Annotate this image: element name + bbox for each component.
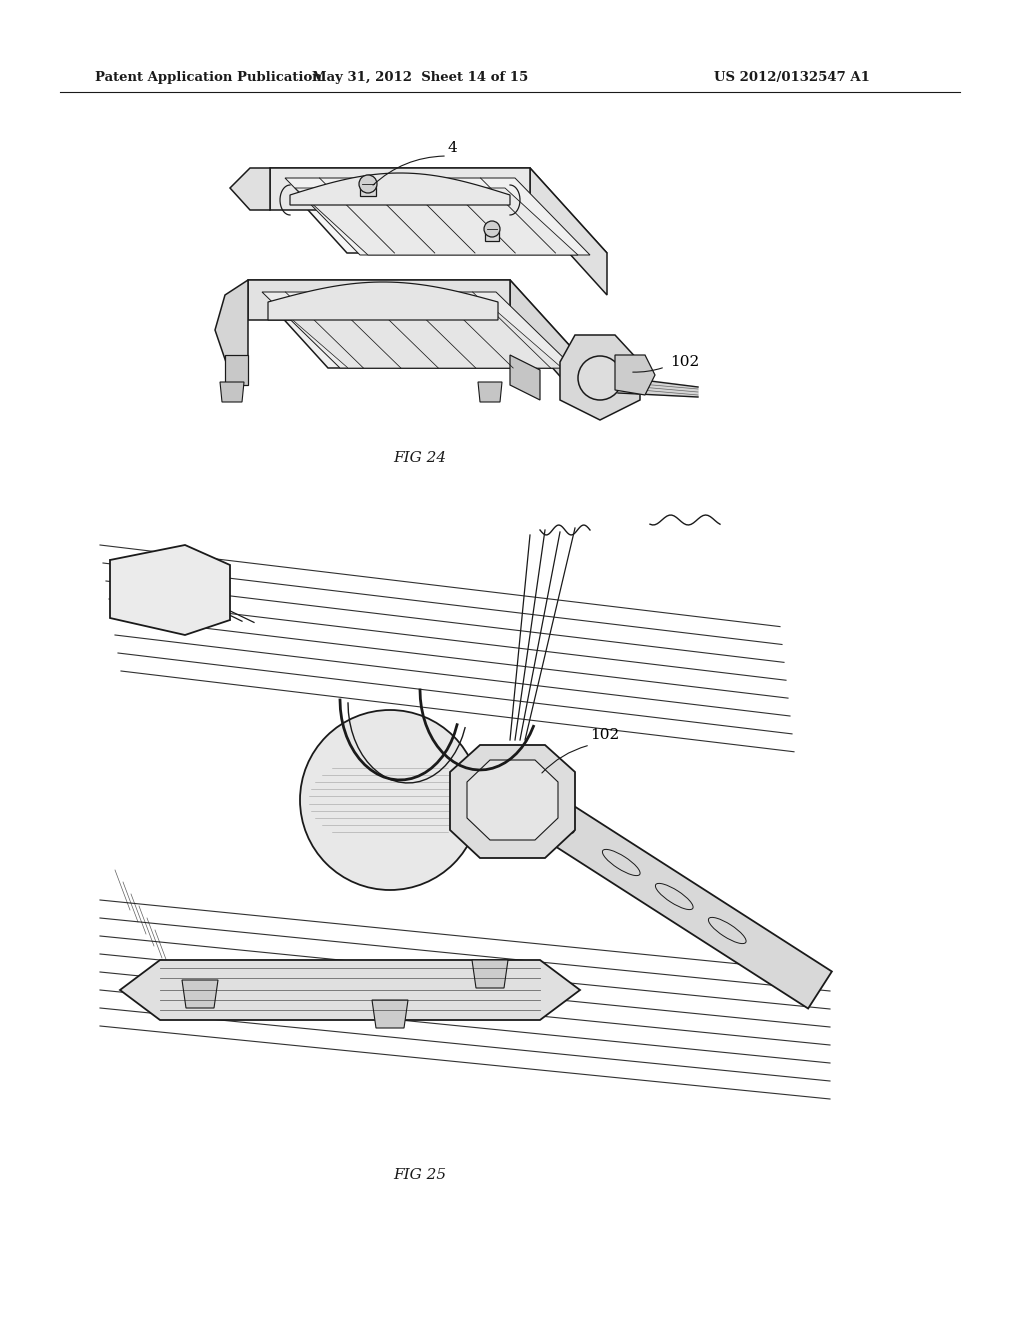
Polygon shape: [467, 760, 558, 840]
Polygon shape: [372, 1001, 408, 1028]
Polygon shape: [215, 280, 248, 368]
Polygon shape: [270, 168, 530, 210]
Polygon shape: [268, 282, 498, 319]
Text: May 31, 2012  Sheet 14 of 15: May 31, 2012 Sheet 14 of 15: [312, 71, 528, 84]
Polygon shape: [560, 335, 640, 420]
Polygon shape: [220, 381, 244, 403]
Polygon shape: [295, 187, 578, 255]
Polygon shape: [120, 960, 580, 1020]
Polygon shape: [262, 292, 574, 368]
Text: 102: 102: [590, 729, 620, 742]
Circle shape: [359, 176, 377, 193]
Polygon shape: [182, 979, 218, 1008]
Text: FIG 25: FIG 25: [393, 1168, 446, 1181]
Polygon shape: [272, 302, 562, 368]
Polygon shape: [290, 173, 510, 205]
Polygon shape: [285, 178, 590, 255]
Text: US 2012/0132547 A1: US 2012/0132547 A1: [714, 71, 870, 84]
Polygon shape: [230, 168, 270, 210]
Text: 102: 102: [670, 355, 699, 370]
Polygon shape: [450, 744, 575, 858]
Polygon shape: [248, 280, 510, 319]
Circle shape: [484, 220, 500, 238]
Polygon shape: [530, 168, 607, 294]
Polygon shape: [360, 186, 376, 195]
Circle shape: [300, 710, 480, 890]
Polygon shape: [248, 280, 590, 368]
Ellipse shape: [537, 807, 573, 833]
Polygon shape: [270, 168, 607, 253]
Polygon shape: [615, 355, 655, 395]
Polygon shape: [485, 231, 499, 242]
Text: FIG 24: FIG 24: [393, 451, 446, 465]
Text: Patent Application Publication: Patent Application Publication: [95, 71, 322, 84]
Polygon shape: [618, 378, 698, 397]
Polygon shape: [472, 960, 508, 987]
Polygon shape: [543, 801, 831, 1008]
Polygon shape: [225, 355, 248, 385]
Polygon shape: [478, 381, 502, 403]
Polygon shape: [510, 280, 590, 411]
Circle shape: [578, 356, 622, 400]
Polygon shape: [510, 355, 540, 400]
Polygon shape: [110, 545, 230, 635]
Text: 4: 4: [447, 141, 457, 154]
